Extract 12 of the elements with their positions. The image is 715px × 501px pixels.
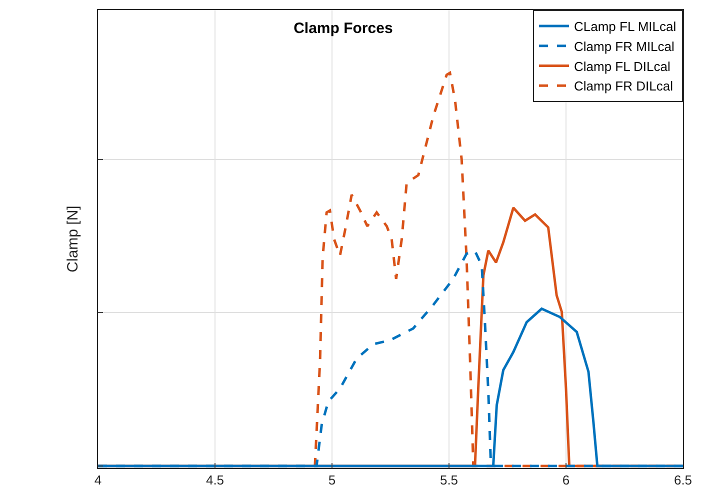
legend-label: Clamp FR MILcal: [574, 38, 675, 54]
x-tick-label: 4: [94, 472, 102, 488]
x-tick-label: 4.5: [206, 472, 224, 488]
legend-label: Clamp FR DILcal: [574, 78, 674, 94]
x-tick-label: 6.5: [674, 472, 692, 488]
x-tick-label: 6: [562, 472, 570, 488]
legend-label: Clamp FL DILcal: [574, 58, 670, 74]
chart-title: Clamp Forces: [294, 20, 393, 38]
y-axis-title: Clamp [N]: [64, 206, 82, 272]
x-tick-label: 5.5: [440, 472, 458, 488]
legend-label: CLamp FL MILcal: [574, 19, 676, 34]
x-tick-label: 5: [328, 472, 336, 488]
